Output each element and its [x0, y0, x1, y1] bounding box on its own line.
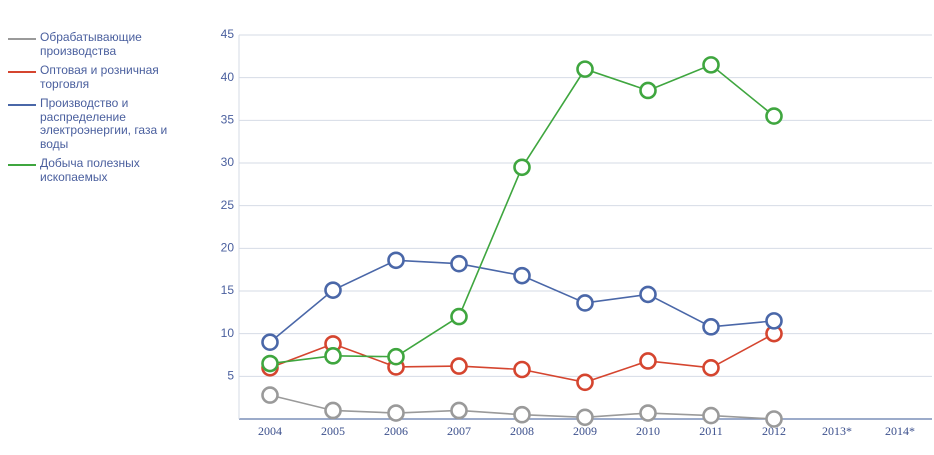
legend-label: Производство и распределение электроэнер…	[40, 96, 168, 151]
data-point	[261, 386, 279, 404]
data-point	[702, 318, 720, 336]
legend-swatch	[8, 104, 36, 106]
data-point	[765, 410, 783, 428]
x-tick-label: 2004	[258, 424, 282, 438]
x-tick-label: 2010	[636, 424, 660, 438]
legend-swatch	[8, 38, 36, 40]
data-point	[765, 107, 783, 125]
data-point	[639, 81, 657, 100]
y-tick-label: 10	[221, 326, 235, 340]
legend-item: Добыча полезных ископаемых	[8, 156, 183, 184]
legend-label: Обрабатывающие производства	[40, 30, 142, 58]
data-point	[324, 281, 342, 299]
data-point	[387, 251, 405, 270]
data-point	[576, 373, 594, 392]
data-point	[639, 352, 657, 370]
legend-item: Оптовая и розничная торговля	[8, 63, 183, 91]
legend-label: Добыча полезных ископаемых	[40, 156, 140, 184]
data-point	[576, 60, 594, 78]
y-tick-label: 35	[221, 113, 235, 127]
x-tick-label: 2011	[699, 424, 723, 438]
data-point	[513, 266, 531, 285]
legend-label: Оптовая и розничная торговля	[40, 63, 159, 91]
data-point	[513, 360, 531, 379]
y-tick-label: 40	[221, 70, 235, 84]
x-tick-label: 2007	[447, 424, 471, 438]
y-tick-label: 45	[221, 27, 235, 41]
x-tick-label: 2013*	[822, 424, 852, 438]
data-point	[513, 158, 531, 177]
data-point	[702, 56, 720, 74]
data-point	[387, 347, 405, 366]
data-point	[765, 312, 783, 330]
x-tick-label: 2006	[384, 424, 408, 438]
legend-swatch	[8, 164, 36, 166]
y-tick-label: 30	[221, 155, 235, 169]
data-point	[639, 285, 657, 304]
x-tick-label: 2005	[321, 424, 345, 438]
legend-swatch	[8, 71, 36, 73]
data-point	[450, 254, 468, 273]
data-point	[450, 357, 468, 375]
data-point	[513, 405, 531, 424]
data-point	[702, 406, 720, 425]
legend-item: Производство и распределение электроэнер…	[8, 96, 183, 151]
data-point	[261, 333, 279, 352]
data-point	[702, 358, 720, 377]
data-point	[261, 354, 279, 373]
y-tick-label: 5	[227, 369, 234, 383]
data-point	[324, 347, 342, 365]
legend: Обрабатывающие производства Оптовая и роз…	[8, 30, 183, 184]
series-line	[269, 63, 775, 365]
data-point	[387, 404, 405, 422]
data-point	[450, 401, 468, 420]
data-point	[576, 294, 594, 312]
data-point	[450, 307, 468, 326]
data-point	[639, 404, 657, 422]
x-tick-label: 2008	[510, 424, 534, 438]
x-tick-label: 2012	[762, 424, 786, 438]
y-tick-label: 15	[221, 283, 235, 297]
x-tick-label: 2014*	[885, 424, 915, 438]
data-point	[576, 408, 594, 427]
y-tick-label: 20	[221, 241, 235, 255]
y-tick-label: 25	[221, 198, 235, 212]
legend-item: Обрабатывающие производства	[8, 30, 183, 58]
data-point	[324, 401, 342, 420]
x-tick-label: 2009	[573, 424, 597, 438]
